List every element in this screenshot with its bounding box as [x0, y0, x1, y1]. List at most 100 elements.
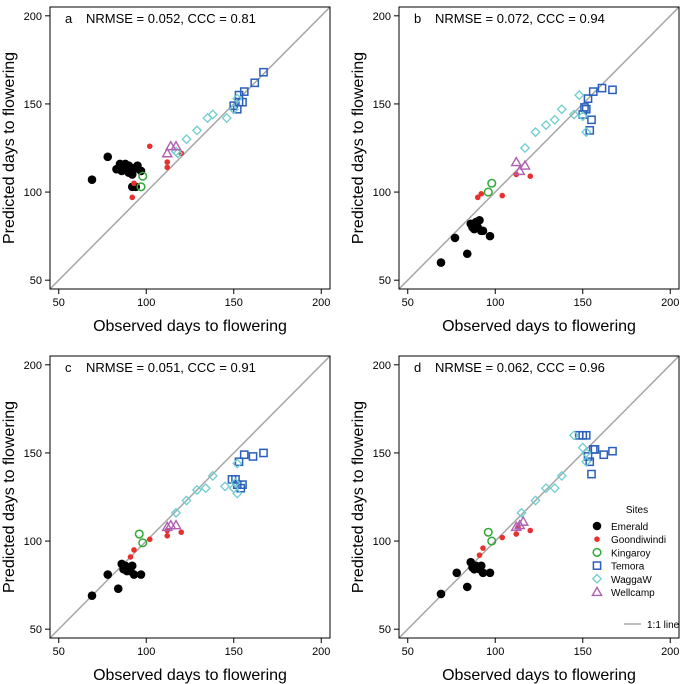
one-to-one-line: [399, 356, 679, 638]
point-temora: [587, 115, 596, 125]
plot-frame: [398, 6, 680, 290]
legend-label: Wellcamp: [611, 588, 655, 599]
x-tick-label: 100: [137, 646, 155, 658]
point-temora: [608, 446, 617, 456]
y-axis-label: Predicted days to flowering: [1, 52, 18, 244]
panel-c: 50 100 150 200 50 100 150 200 Observed days to f…: [1, 355, 331, 684]
y-tick-label: 150: [373, 448, 391, 460]
stats-text: NRMSE = 0.062, CCC = 0.96: [435, 360, 605, 375]
point-waggaw: [556, 470, 567, 481]
x-tick-label: 50: [53, 646, 65, 658]
point-goondiwindi: [131, 547, 137, 553]
point-waggaw: [230, 477, 241, 489]
legend-item-1-1-line: 1:1 line: [624, 620, 680, 631]
point-wellcamp: [161, 147, 174, 158]
x-tick-label: 200: [661, 646, 679, 658]
point-waggaw: [549, 483, 560, 494]
point-waggaw: [191, 484, 203, 496]
point-goondiwindi: [178, 529, 185, 536]
point-emerald: [592, 521, 602, 531]
point-waggaw: [556, 104, 567, 115]
point-waggaw: [519, 142, 531, 154]
point-emerald: [127, 561, 137, 571]
panel-letter: c: [65, 360, 72, 375]
point-waggaw: [172, 148, 183, 159]
point-temora: [231, 475, 240, 484]
point-goondiwindi: [527, 173, 534, 179]
y-tick-label: 100: [373, 536, 391, 548]
point-waggaw: [200, 483, 211, 494]
panel-letter: b: [414, 11, 421, 26]
point-kingaroy: [487, 536, 497, 546]
y-tick-label: 50: [379, 624, 391, 636]
y-tick-label: 50: [30, 275, 42, 287]
point-wellcamp: [161, 520, 174, 532]
one-to-one-line: [50, 356, 330, 638]
y-tick-label: 100: [373, 187, 391, 199]
y-tick-label: 200: [373, 11, 391, 23]
point-temora: [238, 97, 247, 107]
point-goondiwindi: [164, 532, 171, 539]
point-goondiwindi: [127, 554, 134, 560]
point-waggaw: [574, 90, 585, 101]
point-temora: [597, 83, 607, 93]
point-emerald: [478, 226, 488, 236]
point-goondiwindi: [131, 180, 137, 187]
point-goondiwindi: [499, 534, 506, 541]
legend-item-waggaw: WaggaW: [591, 573, 652, 586]
x-tick-label: 200: [312, 297, 330, 309]
x-axis-label: Observed days to flowering: [93, 667, 287, 684]
point-wellcamp: [513, 164, 526, 176]
y-axis-label: Predicted days to flowering: [350, 401, 367, 593]
point-emerald: [126, 163, 135, 172]
x-tick-label: 150: [574, 297, 592, 309]
y-axis-label: Predicted days to flowering: [350, 52, 367, 244]
y-axis-label: Predicted days to flowering: [1, 401, 18, 593]
legend-label: Kingaroy: [611, 548, 650, 559]
point-temora: [239, 450, 249, 460]
point-temora: [588, 87, 598, 96]
point-waggaw: [232, 488, 243, 499]
panel-d: 50 100 150 200 50 100 150 200 Observed days to f…: [350, 355, 680, 684]
point-wellcamp: [170, 140, 182, 151]
legend-item-emerald: Emerald: [592, 521, 648, 533]
point-waggaw: [530, 127, 541, 138]
x-axis-label: Observed days to flowering: [442, 667, 636, 684]
point-emerald: [478, 568, 488, 578]
legend: Sites Emerald Goondiwindi Kingaroy Temora Wag…: [591, 505, 680, 631]
x-tick-label: 200: [312, 646, 330, 658]
x-tick-label: 50: [402, 297, 414, 309]
point-goondiwindi: [476, 552, 483, 558]
x-axis-label: Observed days to flowering: [93, 318, 287, 335]
y-tick-label: 200: [24, 360, 42, 372]
point-emerald: [452, 568, 462, 578]
point-goondiwindi: [474, 194, 481, 201]
point-temora: [599, 450, 609, 460]
point-waggaw: [516, 507, 527, 518]
point-waggaw: [219, 481, 231, 492]
point-goondiwindi: [164, 164, 171, 171]
x-axis-label: Observed days to flowering: [442, 318, 636, 335]
point-goondiwindi: [146, 143, 153, 150]
point-emerald: [103, 570, 113, 579]
point-temora: [587, 469, 596, 479]
point-wellcamp: [170, 519, 182, 530]
point-waggaw: [170, 507, 182, 518]
legend-item-wellcamp: Wellcamp: [591, 585, 655, 599]
point-temora: [585, 126, 595, 135]
points: [436, 430, 617, 599]
point-emerald: [136, 166, 146, 176]
point-waggaw: [549, 114, 560, 125]
point-kingaroy: [138, 171, 148, 181]
point-emerald: [462, 582, 472, 592]
point-wellcamp: [591, 585, 603, 597]
legend-item-temora: Temora: [592, 561, 645, 573]
point-goondiwindi: [499, 192, 506, 199]
point-temora: [238, 480, 247, 490]
point-goondiwindi: [129, 194, 136, 201]
points: [436, 83, 617, 267]
point-emerald: [87, 175, 97, 185]
point-temora: [248, 452, 258, 461]
point-waggaw: [581, 456, 592, 467]
